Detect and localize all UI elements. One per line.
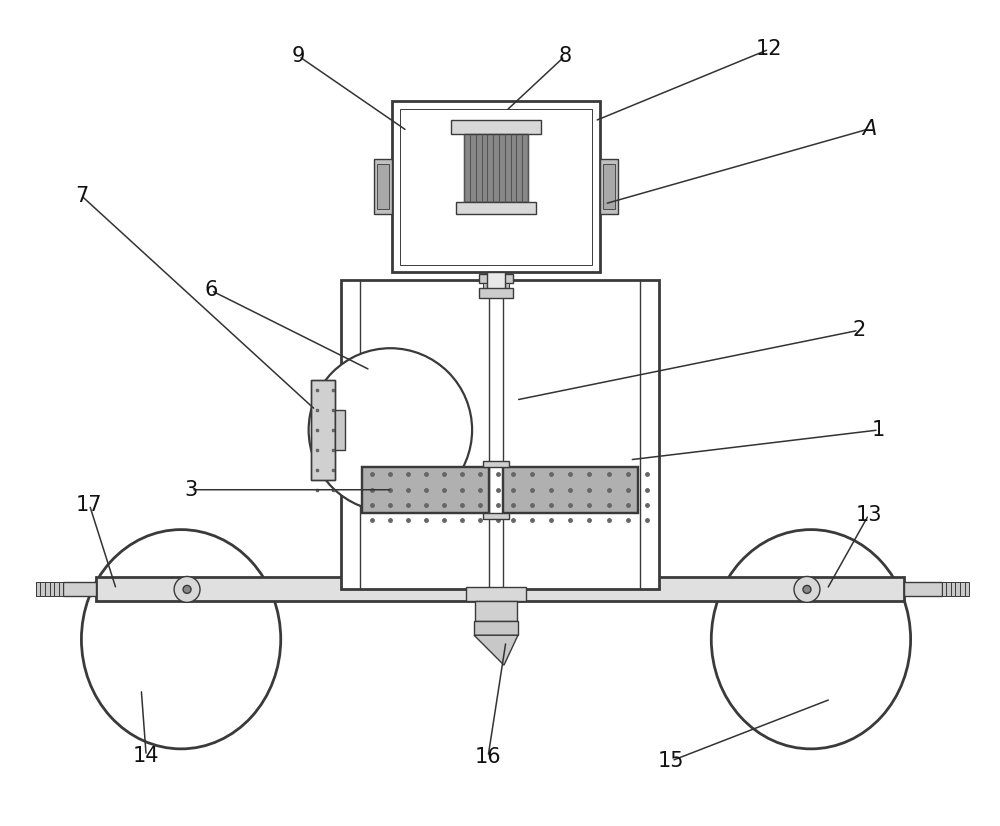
Bar bbox=[362, 467, 489, 513]
Text: 8: 8 bbox=[558, 46, 571, 66]
Bar bbox=[451, 121, 541, 135]
Text: 13: 13 bbox=[856, 505, 882, 525]
Polygon shape bbox=[474, 635, 518, 665]
Ellipse shape bbox=[81, 529, 281, 749]
Text: 6: 6 bbox=[204, 280, 218, 301]
Bar bbox=[600, 159, 618, 214]
Bar bbox=[374, 159, 392, 214]
Text: 17: 17 bbox=[76, 495, 103, 515]
Bar bbox=[483, 461, 509, 467]
Text: 9: 9 bbox=[292, 46, 305, 66]
Text: 16: 16 bbox=[475, 747, 501, 767]
Bar bbox=[479, 274, 513, 283]
Text: 7: 7 bbox=[75, 186, 88, 206]
Bar bbox=[311, 380, 335, 480]
Text: A: A bbox=[862, 119, 876, 139]
Circle shape bbox=[794, 577, 820, 602]
Bar bbox=[341, 281, 659, 590]
Bar bbox=[474, 621, 518, 635]
Bar bbox=[335, 410, 345, 450]
Bar bbox=[464, 135, 528, 202]
Text: 2: 2 bbox=[852, 320, 865, 340]
Text: 1: 1 bbox=[872, 420, 885, 440]
Bar bbox=[456, 202, 536, 214]
Bar bbox=[942, 582, 969, 596]
Text: 12: 12 bbox=[756, 39, 782, 59]
Bar bbox=[362, 467, 489, 513]
Circle shape bbox=[803, 586, 811, 593]
Bar bbox=[603, 164, 615, 209]
Bar bbox=[400, 109, 592, 264]
Bar bbox=[36, 582, 63, 596]
Bar bbox=[503, 467, 638, 513]
Bar bbox=[377, 164, 389, 209]
Bar bbox=[503, 467, 638, 513]
Circle shape bbox=[174, 577, 200, 602]
Circle shape bbox=[309, 349, 472, 511]
Bar bbox=[392, 101, 600, 273]
Bar bbox=[63, 582, 96, 596]
Bar bbox=[96, 577, 904, 601]
Text: 3: 3 bbox=[184, 480, 198, 500]
Bar bbox=[487, 273, 505, 291]
Text: 15: 15 bbox=[658, 751, 685, 771]
Bar bbox=[475, 601, 517, 621]
Ellipse shape bbox=[711, 529, 911, 749]
Bar bbox=[479, 288, 513, 298]
Bar bbox=[904, 582, 942, 596]
Circle shape bbox=[183, 586, 191, 593]
Bar bbox=[311, 380, 335, 480]
Bar bbox=[483, 513, 509, 519]
Text: 14: 14 bbox=[133, 746, 159, 766]
Bar bbox=[483, 283, 509, 289]
Bar bbox=[466, 587, 526, 601]
